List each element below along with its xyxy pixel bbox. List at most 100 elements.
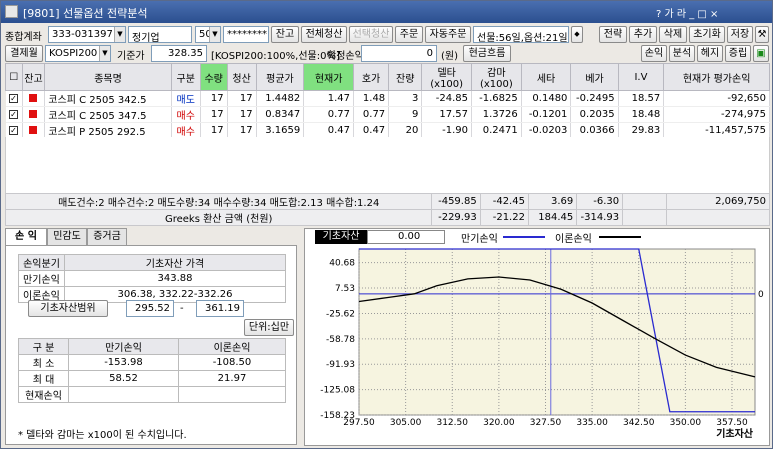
account-label: 종합계좌 xyxy=(5,32,42,43)
qty-select[interactable]: 50 ▼ xyxy=(195,26,221,43)
pnl-chart: 40.68 7.53 -25.62 -58.78 -91.93 -125.08 -158.2… xyxy=(320,248,764,440)
plot-area xyxy=(358,248,756,416)
col-avg: 평균가 xyxy=(255,63,305,91)
greeks-pnl xyxy=(666,209,770,226)
row-clear: 17 xyxy=(227,122,257,139)
strategy-button[interactable]: 전략 xyxy=(599,26,627,43)
balance-button[interactable]: 잔고 xyxy=(271,26,299,43)
auto-order-button[interactable]: 자동주문 xyxy=(425,26,471,43)
exp-pnl-breakeven: 343.88 xyxy=(64,270,286,287)
col-check[interactable]: ☐ xyxy=(5,63,23,91)
row-gamma: -1.6825 xyxy=(471,90,522,107)
reset-button[interactable]: 초기화 xyxy=(689,26,725,43)
row-checkbox[interactable]: ✓ xyxy=(5,122,23,139)
asset-price-header: 기초자산 가격 xyxy=(64,254,286,271)
row-rem: 20 xyxy=(388,122,423,139)
pnl-button[interactable]: 손익 xyxy=(641,45,667,62)
excel-icon[interactable]: ▣ xyxy=(753,45,769,62)
y-tick-label: 7.53 xyxy=(335,284,355,294)
col-delta: 델타(x100) xyxy=(421,63,473,91)
row-side: 매수 xyxy=(171,106,201,123)
row-balance xyxy=(22,122,46,139)
check-icon[interactable]: ✓ xyxy=(9,125,19,135)
balance-flag-icon xyxy=(29,94,38,102)
hedge-button[interactable]: 헤지 xyxy=(697,45,723,62)
row-cur: 0.47 xyxy=(303,122,354,139)
series-line-theoretical xyxy=(358,276,756,378)
x-tick-label: 357.50 xyxy=(716,418,748,428)
save-button[interactable]: 저장 xyxy=(727,26,753,43)
realized-pnl-label: 확정손익 xyxy=(327,51,364,62)
row-checkbox[interactable]: ✓ xyxy=(5,106,23,123)
table-row[interactable]: ✓ 코스피 C 2505 347.5 매수 17 17 0.8347 0.77 0.77 9 17… xyxy=(5,106,770,123)
col-qty: 수량 xyxy=(199,63,228,91)
cashflow-button[interactable]: 현금흐름 xyxy=(463,45,511,62)
check-icon[interactable]: ✓ xyxy=(9,109,19,119)
row-clear: 17 xyxy=(227,90,257,107)
max-label: 최 대 xyxy=(18,370,69,387)
base-price-label: 기준가 xyxy=(117,51,145,62)
row-avg: 0.8347 xyxy=(256,106,305,123)
col-rem: 잔량 xyxy=(388,63,423,91)
range-label-button[interactable]: 기초자산범위 xyxy=(28,300,108,317)
clear-selected-button[interactable]: 선택청산 xyxy=(349,26,393,43)
table-row[interactable]: ✓ 코스피 C 2505 342.5 매도 17 17 1.4482 1.47 1.48 3 -2… xyxy=(5,90,770,107)
range-separator: - xyxy=(180,303,184,314)
greeks-delta: -229.93 xyxy=(431,209,481,226)
order-button[interactable]: 주문 xyxy=(395,26,423,43)
exp-header: 만기손익 xyxy=(68,338,179,355)
margin-button[interactable]: 증립 xyxy=(725,45,751,62)
y-tick-label: -25.62 xyxy=(326,309,355,319)
legend-theo: 이론손익 xyxy=(555,234,592,245)
row-side: 매도 xyxy=(171,90,201,107)
x-tick-label: 320.00 xyxy=(483,418,515,428)
row-bid: 1.48 xyxy=(353,90,390,107)
spin-icon[interactable]: ◆ xyxy=(571,26,583,43)
add-button[interactable]: 추가 xyxy=(629,26,657,43)
series-line-expiry xyxy=(359,248,755,413)
settle-month-button[interactable]: 결제월 xyxy=(5,45,43,62)
analysis-button[interactable]: 분석 xyxy=(669,45,695,62)
wrench-icon[interactable]: ⚒ xyxy=(755,26,769,43)
asset-label: 기초자산 xyxy=(315,230,367,244)
x-tick-label: 312.50 xyxy=(436,418,468,428)
underlying-select[interactable]: KOSPI200 ▼ xyxy=(45,45,111,62)
minmax-table: 구 분 만기손익 이론손익 최 소 -153.98 -108.50 최 대 58.52… xyxy=(18,338,286,403)
positions-table: ☐ 잔고 종목명 구분 수량 청산 평균가 현재가 호가 잔량 델타(x100)… xyxy=(5,63,770,155)
unit-button[interactable]: 단위:십만 xyxy=(244,319,294,336)
range-to-field[interactable]: 361.19 xyxy=(196,300,244,317)
tab-sensitivity[interactable]: 민감도 xyxy=(47,228,87,245)
clear-all-button[interactable]: 전체청산 xyxy=(301,26,347,43)
col-theta: 세타 xyxy=(520,63,572,91)
window-controls[interactable]: ? 가 라 _ □ × xyxy=(656,9,719,20)
row-checkbox[interactable]: ✓ xyxy=(5,90,23,107)
row-rem: 9 xyxy=(388,106,423,123)
col-vega: 베가 xyxy=(570,63,619,91)
balance-flag-icon xyxy=(29,126,38,134)
footnote: * 델타와 감마는 x100이 된 수치입니다. xyxy=(18,430,187,441)
row-bid: 0.77 xyxy=(353,106,390,123)
check-icon[interactable]: ✓ xyxy=(9,93,19,103)
range-from-field[interactable]: 295.52 xyxy=(126,300,174,317)
row-qty: 17 xyxy=(200,90,228,107)
legend-exp: 만기손익 xyxy=(461,234,498,245)
current-exp xyxy=(68,386,179,403)
base-price-field[interactable]: 328.35 xyxy=(151,45,207,62)
tab-pnl[interactable]: 손 익 xyxy=(5,228,47,245)
account-number-select[interactable]: 333-031397 ▼ xyxy=(48,26,126,43)
x-axis-label: 기초자산 xyxy=(716,427,754,440)
delete-button[interactable]: 삭제 xyxy=(659,26,687,43)
theo-header: 이론손익 xyxy=(178,338,286,355)
col-iv: I.V xyxy=(617,63,665,91)
summary-theta: 3.69 xyxy=(527,193,578,210)
col-name: 종목명 xyxy=(44,63,172,91)
password-field[interactable]: ******** xyxy=(223,26,269,43)
row-iv: 29.83 xyxy=(618,122,665,139)
current-theo xyxy=(178,386,286,403)
table-row[interactable]: ✓ 코스피 P 2505 292.5 매수 17 17 3.1659 0.47 0.47 20-… xyxy=(5,122,770,139)
chart-panel: 기초자산 0.00 만기손익 이론손익 40.68 7.53 -25.62 -58.7… xyxy=(304,228,770,446)
row-pnl: -274,975 xyxy=(663,106,770,123)
tab-margin[interactable]: 증거금 xyxy=(87,228,127,245)
row-balance xyxy=(22,106,46,123)
